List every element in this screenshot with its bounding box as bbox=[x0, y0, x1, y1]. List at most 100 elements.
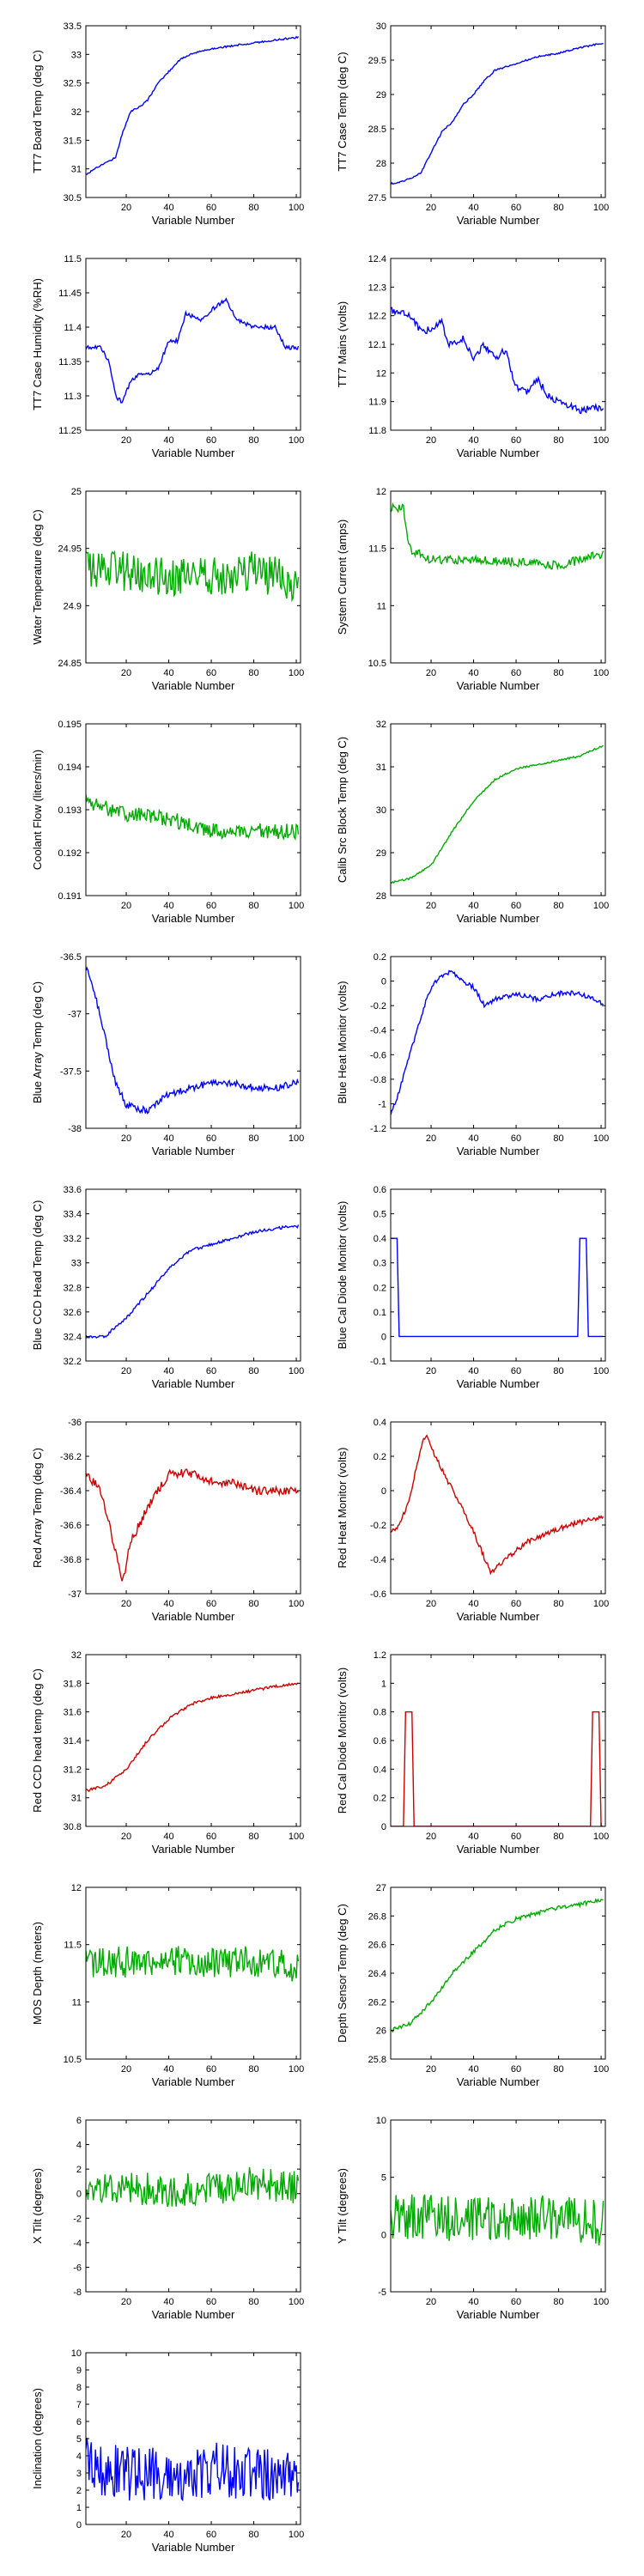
y-tick-label: 11.35 bbox=[58, 357, 82, 368]
x-tick-label: 60 bbox=[511, 1366, 521, 1376]
y-tick-label: 10 bbox=[71, 2348, 82, 2359]
y-tick-label: 0.192 bbox=[58, 848, 82, 859]
y-tick-label: 9 bbox=[76, 2366, 82, 2376]
chart-water-temperature: 20 40 60 80 100 24.85 24.9 24.95 25 Variable Numb… bbox=[31, 487, 304, 692]
series-line bbox=[391, 969, 604, 1115]
series-line bbox=[86, 1468, 299, 1582]
y-tick-label: 10 bbox=[376, 2116, 386, 2126]
chart-calib-src-block-temp: 20 40 60 80 100 28 29 30 31 32 Variable Number Cali… bbox=[336, 720, 609, 925]
x-tick-label: 40 bbox=[468, 668, 478, 678]
y-tick-label: 0 bbox=[381, 2230, 386, 2240]
y-tick-label: -36 bbox=[68, 1418, 82, 1428]
y-tick-label: 28 bbox=[376, 159, 386, 169]
x-axis-label: Variable Number bbox=[152, 1610, 235, 1623]
y-tick-label: 32.6 bbox=[64, 1308, 82, 1318]
series-line bbox=[391, 1710, 604, 1826]
y-tick-label: 11.8 bbox=[368, 426, 386, 436]
x-tick-label: 100 bbox=[593, 1133, 609, 1144]
x-tick-label: 40 bbox=[163, 2297, 173, 2307]
y-tick-label: 2 bbox=[76, 2165, 82, 2175]
y-tick-label: 32.5 bbox=[64, 79, 82, 89]
x-tick-label: 60 bbox=[206, 1133, 216, 1144]
x-tick-label: 20 bbox=[121, 203, 131, 213]
y-tick-label: 27.5 bbox=[368, 193, 386, 204]
y-tick-label: -0.6 bbox=[370, 1050, 386, 1060]
y-tick-label: 32 bbox=[376, 720, 386, 730]
y-tick-label: -5 bbox=[378, 2287, 386, 2298]
y-tick-label: 0.193 bbox=[58, 805, 82, 816]
plot-frame bbox=[85, 1421, 301, 1595]
chart-blue-ccd-head-temp: 20 40 60 80 100 32.2 32.4 32.6 32.8 33 33.2 33.4 33.… bbox=[31, 1185, 304, 1390]
x-axis-label: Variable Number bbox=[152, 447, 235, 459]
x-axis-label: Variable Number bbox=[457, 912, 540, 925]
chart-tt7-board-temp: 20 40 60 80 100 30.5 31 31.5 32 32.5 33 33.5 Variabl… bbox=[31, 21, 304, 227]
x-tick-label: 100 bbox=[593, 901, 609, 911]
y-tick-label: 33 bbox=[71, 50, 82, 60]
series-line bbox=[391, 744, 604, 884]
y-tick-label: 29.5 bbox=[368, 56, 386, 66]
y-axis-label: Blue CCD Head Temp (deg C) bbox=[31, 1200, 44, 1351]
x-tick-label: 60 bbox=[511, 1832, 521, 1842]
y-tick-label: 12.3 bbox=[368, 283, 386, 293]
x-tick-label: 40 bbox=[163, 1832, 173, 1842]
x-tick-label: 60 bbox=[511, 435, 521, 446]
y-tick-label: 31.5 bbox=[64, 136, 82, 146]
chart-tt7-mains: 20 40 60 80 100 11.8 11.9 12 12.1 12.2 12.3 12.4 Var… bbox=[336, 254, 609, 459]
x-tick-label: 20 bbox=[426, 1133, 436, 1144]
y-axis-label: TT7 Case Temp (deg C) bbox=[336, 52, 349, 171]
y-tick-label: -0.1 bbox=[370, 1357, 386, 1367]
y-tick-label: 24.95 bbox=[58, 544, 82, 555]
y-tick-label: -1 bbox=[378, 1099, 386, 1109]
y-tick-label: -0.6 bbox=[370, 1589, 386, 1600]
x-tick-label: 40 bbox=[163, 203, 173, 213]
y-tick-label: 29 bbox=[376, 90, 386, 100]
x-tick-label: 40 bbox=[468, 901, 478, 911]
chart-red-cal-diode-monitor: 20 40 60 80 100 0 0.2 0.4 0.6 0.8 1 1.2 Variable Num… bbox=[336, 1650, 609, 1856]
plot-frame bbox=[85, 2352, 301, 2525]
x-axis-label: Variable Number bbox=[152, 1843, 235, 1856]
x-tick-label: 60 bbox=[206, 2297, 216, 2307]
x-tick-label: 100 bbox=[289, 2297, 304, 2307]
y-tick-label: 0.2 bbox=[374, 952, 386, 963]
y-tick-label: 30.5 bbox=[64, 193, 82, 204]
x-axis-label: Variable Number bbox=[152, 1377, 235, 1390]
y-tick-label: 31 bbox=[71, 165, 82, 175]
y-axis-label: Coolant Flow (liters/min) bbox=[31, 750, 44, 870]
x-tick-label: 60 bbox=[206, 203, 216, 213]
y-axis-label: Water Temperature (deg C) bbox=[31, 509, 44, 645]
y-tick-label: 12 bbox=[376, 487, 386, 497]
x-tick-label: 40 bbox=[468, 1366, 478, 1376]
x-tick-label: 100 bbox=[593, 1366, 609, 1376]
y-tick-label: -36.8 bbox=[60, 1555, 82, 1565]
x-tick-label: 80 bbox=[248, 2297, 258, 2307]
x-tick-label: 20 bbox=[121, 2064, 131, 2075]
chart-x-tilt: 20 40 60 80 100 -8 -6 -4 -2 0 2 4 6 Variable Number X … bbox=[31, 2116, 304, 2321]
x-axis-label: Variable Number bbox=[457, 2308, 540, 2321]
y-tick-label: 6 bbox=[76, 2116, 82, 2126]
x-tick-label: 40 bbox=[163, 2530, 173, 2540]
y-tick-label: 11.45 bbox=[58, 289, 82, 299]
y-axis-label: Red Heat Monitor (volts) bbox=[336, 1448, 349, 1569]
x-tick-label: 20 bbox=[426, 2064, 436, 2075]
series-line bbox=[86, 2438, 300, 2502]
y-tick-label: 31.8 bbox=[64, 1679, 82, 1689]
y-tick-label: -4 bbox=[73, 2239, 82, 2249]
x-tick-label: 20 bbox=[426, 1599, 436, 1609]
x-tick-label: 80 bbox=[248, 1133, 258, 1144]
y-tick-label: 2 bbox=[76, 2486, 82, 2496]
x-tick-label: 80 bbox=[553, 2064, 563, 2075]
series-line bbox=[391, 1237, 604, 1338]
plot-frame bbox=[85, 25, 301, 198]
x-tick-label: 40 bbox=[468, 435, 478, 446]
x-tick-label: 60 bbox=[206, 901, 216, 911]
chart-tt7-case-humidity: 20 40 60 80 100 11.25 11.3 11.35 11.4 11.45 11.5 Va… bbox=[31, 254, 304, 459]
x-tick-label: 80 bbox=[553, 1133, 563, 1144]
y-tick-label: 26.2 bbox=[368, 1997, 386, 2008]
y-tick-label: 0.5 bbox=[374, 1210, 386, 1220]
y-tick-label: 0 bbox=[76, 2520, 82, 2530]
plot-frame bbox=[390, 1421, 606, 1595]
x-tick-label: 100 bbox=[593, 1832, 609, 1842]
y-tick-label: 33.4 bbox=[64, 1210, 82, 1220]
chart-red-ccd-head-temp: 20 40 60 80 100 30.8 31 31.2 31.4 31.6 31.8 32 Varia… bbox=[31, 1650, 304, 1856]
